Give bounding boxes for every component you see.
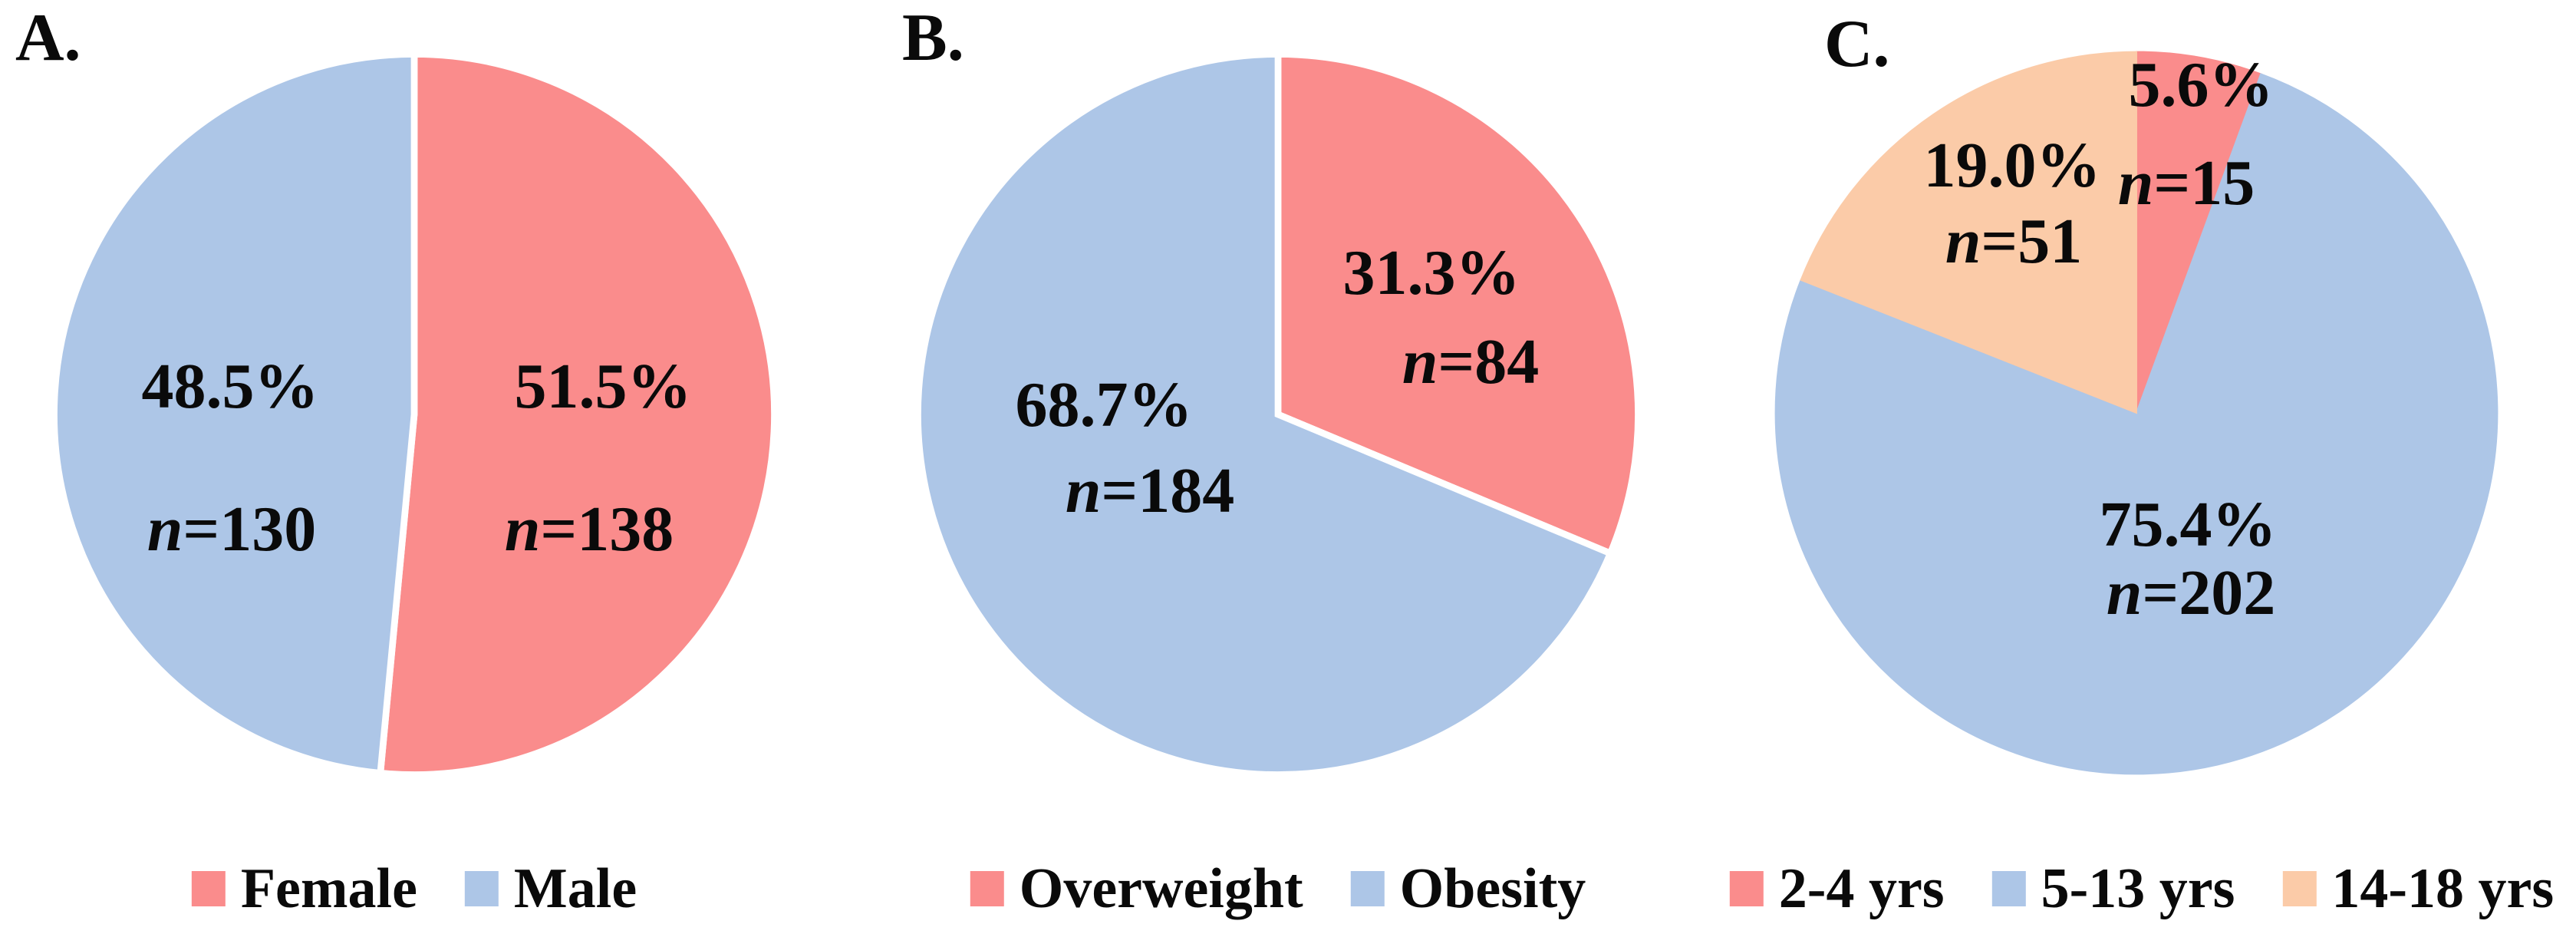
legend-swatch-overweight	[970, 871, 1004, 906]
legend-item-5-13-yrs: 5-13 yrs	[1991, 857, 2235, 920]
legend-c: 2-4 yrs 5-13 yrs 14-18 yrs	[1729, 857, 2554, 920]
n-symbol: n	[2106, 557, 2143, 629]
legend-swatch-obesity	[1350, 871, 1385, 906]
pct-label-a-female: 51.5%	[514, 351, 692, 422]
n-symbol: n	[1402, 326, 1438, 398]
n-label-c-5-13: n=202	[2107, 561, 2276, 625]
legend-a: Female Male	[191, 857, 637, 920]
legend-label-14-18-yrs: 14-18 yrs	[2331, 857, 2555, 920]
legend-item-14-18-yrs: 14-18 yrs	[2282, 860, 2554, 917]
legend-item-2-4-yrs: 2-4 yrs	[1729, 857, 1945, 920]
n-value: =84	[1438, 326, 1540, 398]
pie-chart-a	[51, 51, 778, 778]
n-symbol: n	[1945, 206, 1981, 277]
n-symbol: n	[1065, 455, 1102, 526]
pct-label-a-male: 48.5%	[141, 351, 319, 422]
pie-slice-overweight	[1274, 51, 1642, 558]
pie-chart-b	[914, 51, 1642, 778]
panel-label-a: A.	[15, 1, 81, 75]
n-symbol: n	[2117, 147, 2154, 219]
legend-item-overweight: Overweight	[970, 860, 1303, 917]
legend-label-5-13-yrs: 5-13 yrs	[2041, 857, 2235, 920]
n-label-b-overweight: n=84	[1402, 330, 1540, 394]
n-value: =138	[540, 493, 674, 565]
n-value: =15	[2153, 147, 2255, 219]
pie-slice-14-18-yrs	[1800, 51, 2137, 414]
legend-label-obesity: Obesity	[1399, 857, 1586, 920]
n-symbol: n	[147, 493, 183, 565]
legend-swatch-2-4-yrs	[1729, 871, 1764, 906]
legend-swatch-5-13-yrs	[1991, 871, 2026, 906]
panel-label-b: B.	[902, 1, 964, 75]
pie-slice-5-13-yrs	[1774, 73, 2499, 775]
pie-slice-male	[51, 51, 418, 777]
pie-slice-obesity	[914, 51, 1615, 778]
legend-label-female: Female	[240, 857, 417, 920]
n-label-a-female: n=138	[505, 497, 674, 562]
pct-label-c-14-18: 19.0%	[1923, 130, 2101, 201]
pie-slice-female	[377, 51, 778, 778]
legend-b: Overweight Obesity	[970, 860, 1586, 917]
legend-item-male: Male	[464, 857, 637, 920]
n-label-a-male: n=130	[147, 497, 317, 562]
legend-item-obesity: Obesity	[1350, 857, 1586, 920]
n-value: =51	[1981, 206, 2083, 277]
panel-label-c: C.	[1824, 7, 1890, 81]
legend-label-overweight: Overweight	[1019, 857, 1303, 920]
n-symbol: n	[504, 493, 541, 565]
n-value: =202	[2142, 557, 2276, 629]
legend-label-2-4-yrs: 2-4 yrs	[1778, 857, 1945, 920]
n-label-b-obesity: n=184	[1066, 459, 1235, 523]
legend-swatch-14-18-yrs	[2282, 871, 2317, 906]
legend-item-female: Female	[191, 857, 417, 920]
pie-chart-c	[1774, 51, 2499, 775]
legend-swatch-male	[464, 871, 499, 906]
n-label-c-2-4: n=15	[2118, 151, 2255, 216]
pie-slice-2-4-yrs	[2136, 51, 2262, 414]
pct-label-b-obesity: 68.7%	[1015, 369, 1193, 441]
legend-swatch-female	[191, 871, 226, 906]
legend-label-male: Male	[513, 857, 637, 920]
n-label-c-14-18: n=51	[1945, 210, 2083, 274]
n-value: =130	[183, 493, 317, 565]
n-value: =184	[1101, 455, 1235, 526]
pct-label-c-5-13: 75.4%	[2099, 489, 2277, 560]
pct-label-c-2-4: 5.6%	[2128, 49, 2274, 120]
pct-label-b-overweight: 31.3%	[1342, 237, 1520, 309]
